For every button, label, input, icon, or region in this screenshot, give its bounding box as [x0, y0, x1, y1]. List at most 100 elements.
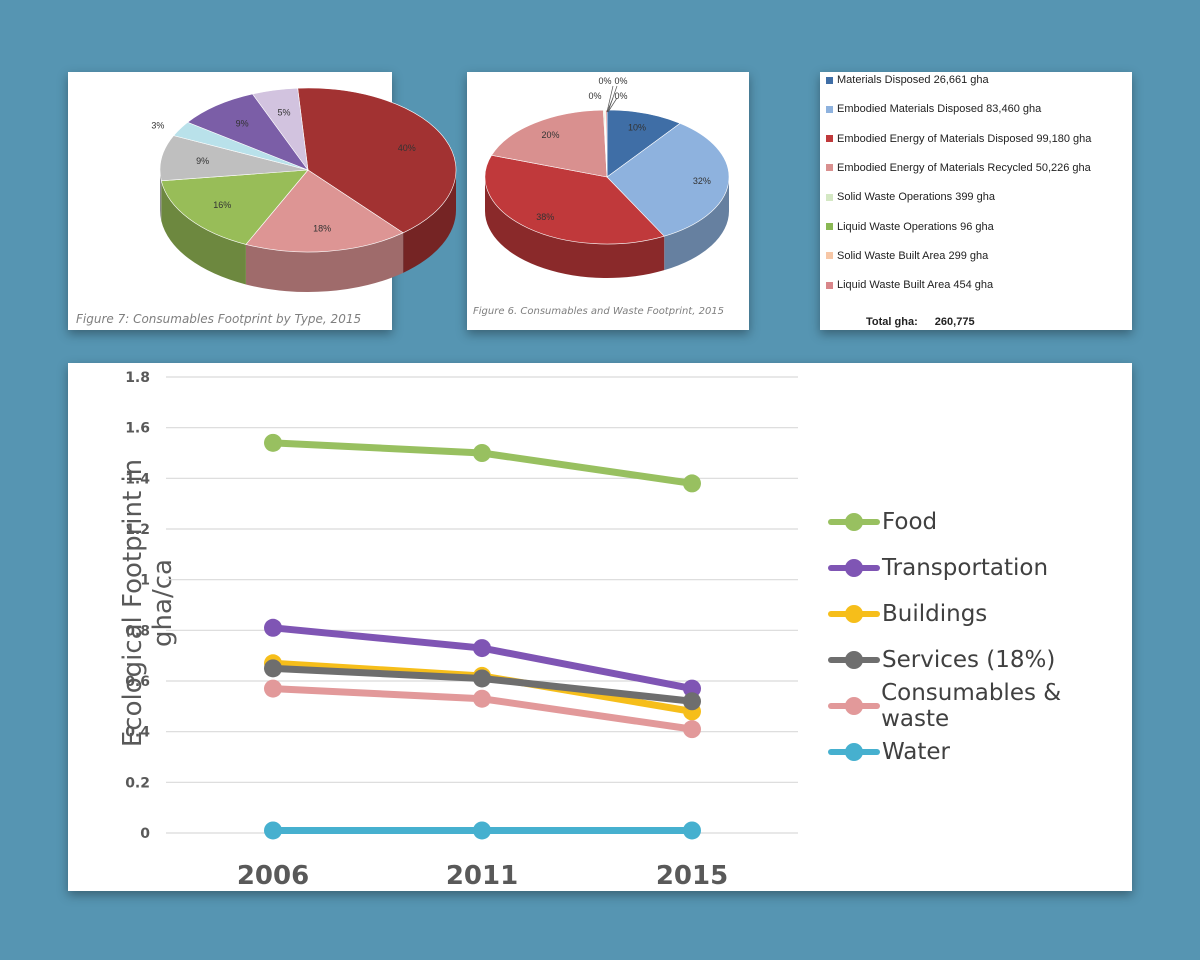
total-label: Total gha: [866, 316, 918, 328]
line-legend-item: Consumables & waste [828, 680, 1132, 732]
waste-legend-panel: Materials Disposed 26,661 gha Embodied Ma… [820, 72, 1132, 330]
pie2-label-5: 0% [588, 91, 601, 101]
waste-legend-item: Materials Disposed 26,661 gha [826, 74, 989, 86]
pie1-slice-5 [187, 93, 309, 171]
pie1-slice-side-3 [160, 170, 162, 221]
series-point-1-2 [683, 679, 701, 698]
series-point-1-0 [264, 618, 282, 637]
line-legend-marker [828, 649, 880, 671]
legend-swatch [826, 281, 833, 289]
series-point-5-1 [473, 821, 491, 840]
waste-legend-item: Liquid Waste Built Area 454 gha [826, 279, 993, 291]
series-point-1-1 [473, 639, 491, 658]
total-value: 260,775 [934, 316, 975, 328]
line-legend-label: Water [882, 739, 950, 765]
pie2-label-0: 10% [628, 122, 646, 132]
y-tick-label: 0.8 [125, 623, 150, 639]
pie2-slice-3 [491, 109, 608, 178]
pie1-slice-side-2 [161, 180, 246, 285]
pie1-label-6: 5% [278, 107, 291, 117]
y-tick-label: 1.8 [125, 370, 150, 386]
pie1-label-0: 40% [398, 143, 416, 153]
pie2-label-3: 20% [542, 130, 560, 140]
pie1-slice-2 [160, 169, 309, 245]
legend-label: Solid Waste Operations 399 gha [837, 191, 995, 204]
waste-legend-item: Embodied Materials Disposed 83,460 gha [826, 103, 1041, 115]
consumables-by-type-pie: 40% 18% 16% 9% 3% 9% 5% [151, 87, 457, 292]
waste-legend-item: Embodied Energy of Materials Disposed 99… [826, 133, 1091, 145]
consumables-by-type-panel: 40% 18% 16% 9% 3% 9% 5% Figure 7: Consumables … [68, 72, 457, 330]
total-row: Total gha: 260,775 [866, 316, 975, 328]
pie1-label-4: 3% [151, 120, 164, 130]
pie2-label-1: 32% [693, 176, 711, 186]
line-legend-marker [828, 603, 880, 625]
x-tick-label: 2015 [656, 861, 728, 891]
pie1-slice-3 [159, 135, 309, 182]
consumables-waste-pie: 10%32%38%20%0%0%0%0% [484, 76, 730, 278]
legend-swatch [826, 252, 833, 260]
line-legend-item: Buildings [828, 591, 1132, 637]
pie1-label-1: 18% [313, 224, 331, 234]
pie1-slice-side-1 [245, 232, 404, 292]
line-legend-label: Transportation [882, 555, 1049, 581]
footprint-line-chart: 0 0.2 0.4 0.6 0.8 1 1.2 1.4 1.6 1.8 2006 2011 2015 [125, 370, 798, 891]
legend-label: Liquid Waste Operations 96 gha [837, 220, 994, 233]
pie1-label-5: 9% [236, 119, 249, 129]
pie2-label-6: 0% [614, 76, 627, 86]
pie2-label-2: 38% [536, 212, 554, 222]
line-legend-label: Food [882, 509, 938, 535]
pie2-slice-side-2 [485, 177, 665, 278]
line-legend-marker [828, 695, 880, 717]
series-point-0-0 [264, 433, 282, 452]
series-point-0-2 [683, 474, 701, 493]
y-tick-label: 1.6 [125, 421, 150, 437]
pie2-slice-2 [484, 154, 665, 245]
x-tick-label: 2006 [237, 861, 309, 891]
y-tick-label: 0.2 [125, 775, 150, 791]
legend-swatch [826, 223, 833, 230]
series-point-5-0 [264, 821, 282, 840]
pie1-slice-1 [245, 169, 404, 253]
line-legend-label: Buildings [882, 601, 988, 627]
y-tick-label: 1.4 [125, 471, 150, 487]
pie1-label-2: 16% [213, 200, 231, 210]
line-legend-marker [828, 511, 880, 533]
series-point-3-2 [683, 692, 701, 711]
legend-label: Solid Waste Built Area 299 gha [837, 249, 989, 262]
y-tick-label: 0.4 [125, 725, 150, 741]
legend-swatch [826, 164, 833, 172]
series-point-4-2 [683, 720, 701, 739]
pie1-slice-side-0 [403, 170, 456, 273]
pie2-slice-side-1 [664, 177, 729, 271]
line-legend-item: Food [828, 499, 1132, 545]
waste-legend-item: Solid Waste Built Area 299 gha [826, 250, 988, 262]
line-legend-label: Consumables & waste [881, 680, 1062, 732]
legend-label: Embodied Materials Disposed 83,460 gha [837, 103, 1042, 116]
pie2-leader-line-0 [606, 85, 614, 113]
legend-label: Liquid Waste Built Area 454 gha [837, 279, 994, 292]
y-tick-label: 1 [140, 573, 150, 589]
pie2-slice-1 [606, 123, 730, 237]
series-point-3-0 [264, 659, 282, 678]
pie2-label-4: 0% [598, 76, 611, 86]
series-point-0-1 [473, 444, 491, 462]
waste-legend-item: Liquid Waste Operations 96 gha [826, 221, 994, 233]
line-legend-item: Services (18%) [828, 637, 1132, 683]
pie2-leader-line-2 [607, 85, 618, 113]
pie2-leader-line-3 [607, 97, 618, 113]
series-point-5-2 [683, 821, 701, 840]
series-point-4-1 [473, 689, 491, 708]
line-chart-legend: Food Transportation Buildings Services (18%… [828, 499, 1132, 775]
series-point-4-0 [264, 679, 282, 698]
x-tick-label: 2011 [446, 861, 518, 891]
waste-legend-item: Solid Waste Operations 399 gha [826, 191, 995, 203]
pie2-label-7: 0% [614, 91, 627, 101]
line-legend-marker [828, 741, 880, 763]
figure-6-caption: Figure 6. Consumables and Waste Footprin… [473, 306, 725, 317]
consumables-waste-panel: 10% 32% 38% 20% 0% 0% 0% 0% Figure 6. Consumabl… [467, 72, 749, 330]
y-tick-label: 1.2 [125, 522, 150, 538]
legend-swatch [826, 105, 833, 113]
legend-swatch [826, 193, 833, 201]
line-legend-item: Transportation [828, 545, 1132, 591]
legend-label: Embodied Energy of Materials Recycled 50… [837, 161, 1091, 174]
